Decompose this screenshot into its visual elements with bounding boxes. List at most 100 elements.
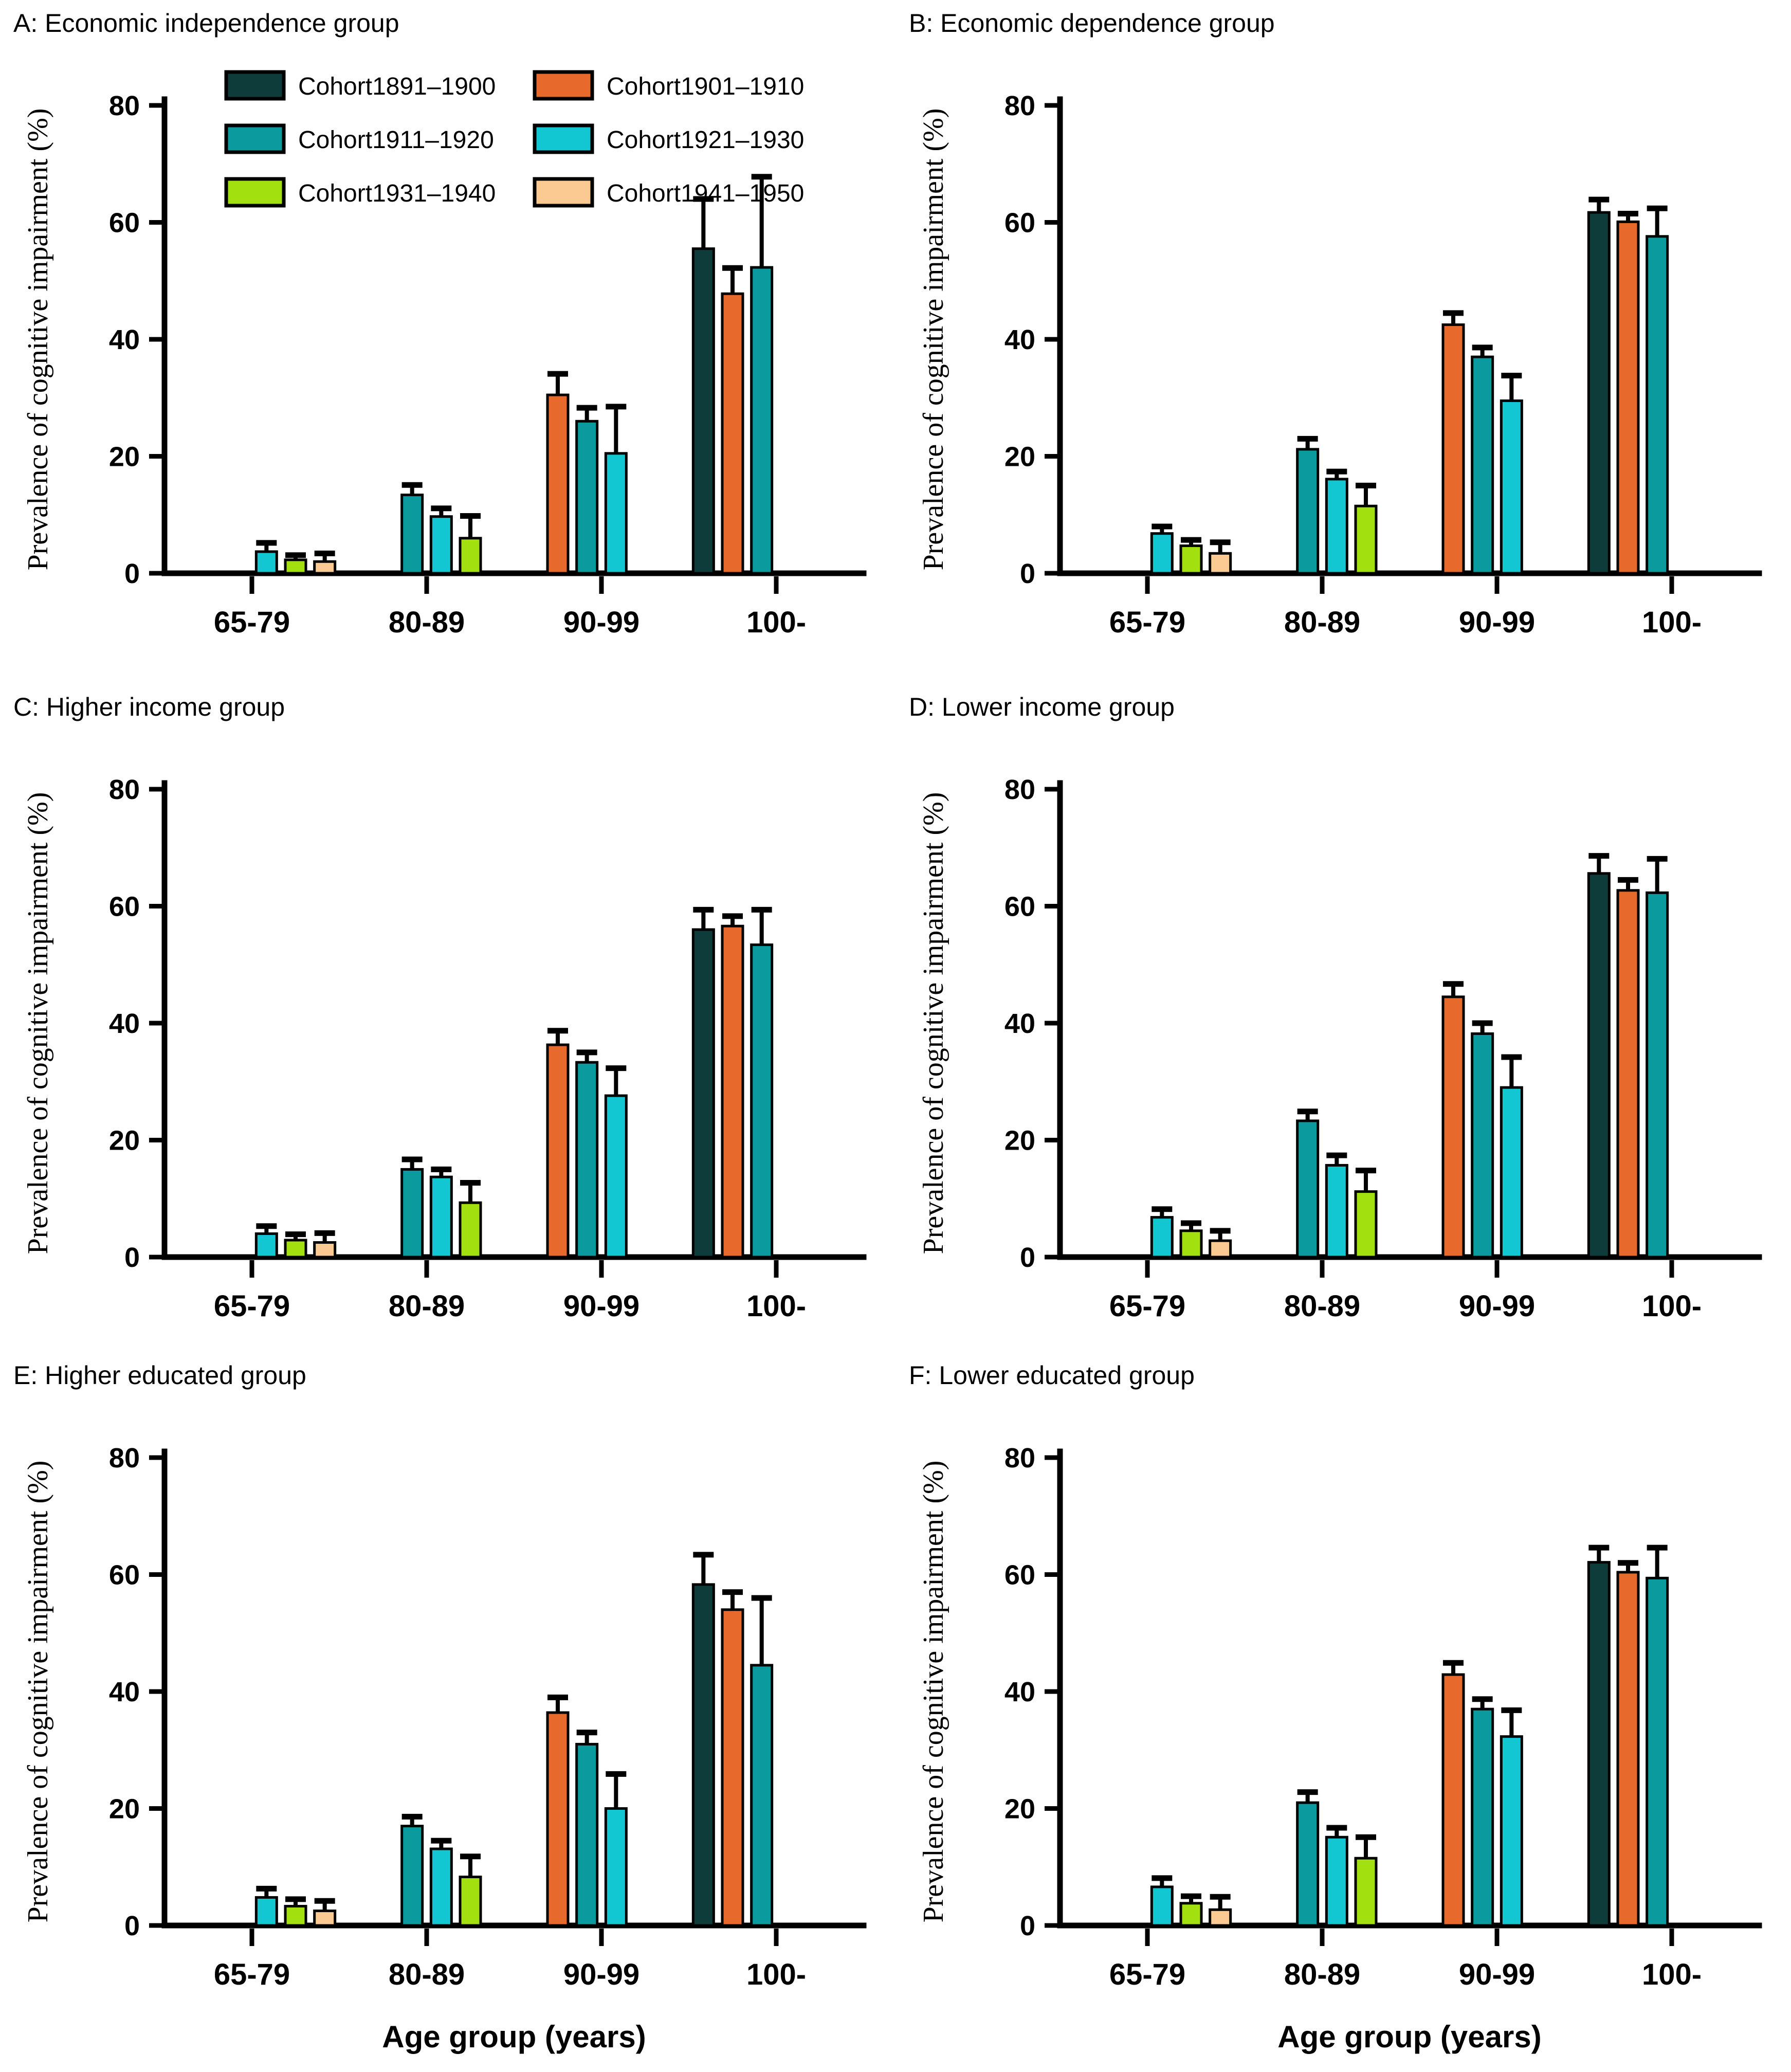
bar-cohort1901-1910 xyxy=(1441,323,1465,575)
bar-cohort1941-1950 xyxy=(313,560,337,575)
y-tick-label: 40 xyxy=(1004,324,1035,355)
bar-cohort1921-1930 xyxy=(1325,1835,1348,1927)
y-tick-label: 80 xyxy=(1004,1443,1035,1474)
bar-cohort1931-1940 xyxy=(1179,1229,1203,1259)
x-axis-label: Age group (years) xyxy=(1277,2020,1541,2054)
panel-a-chart: 0 20 40 60 80 Prevalence of cognitive impairm… xyxy=(22,70,867,639)
bar-cohort1911-1920 xyxy=(400,1168,424,1259)
bar-cohort1941-1950 xyxy=(1209,1908,1232,1927)
y-axis-label: Prevalence of cognitive impairment (%) xyxy=(918,792,949,1255)
bar-cohort1911-1920 xyxy=(750,943,774,1259)
x-tick-label: 80-89 xyxy=(389,1289,465,1323)
bar-cohort1931-1940 xyxy=(459,1876,482,1927)
x-tick-label: 65-79 xyxy=(1109,1958,1185,1991)
x-tick-label: 100- xyxy=(1642,606,1702,639)
panel-c-chart: 0 20 40 60 80 Prevalence of cognitive impairm… xyxy=(22,774,867,1323)
bar-cohort1941-1950 xyxy=(313,1910,337,1927)
x-tick-label: 100- xyxy=(746,606,806,639)
bar-cohort1901-1910 xyxy=(546,1043,570,1259)
panel-d: 0 20 40 60 80 Prevalence of cognitive impairm… xyxy=(896,684,1791,1352)
bar-cohort1931-1940 xyxy=(284,558,307,575)
bar-cohort1891-1900 xyxy=(1587,211,1611,575)
x-tick-label: 100- xyxy=(1642,1958,1702,1991)
bar-cohort1901-1910 xyxy=(1441,995,1465,1259)
y-tick-label: 40 xyxy=(1004,1008,1035,1039)
x-tick-label: 80-89 xyxy=(389,606,465,639)
bar-cohort1911-1920 xyxy=(1296,448,1320,575)
bar-cohort1921-1930 xyxy=(254,550,278,575)
y-tick-label: 0 xyxy=(124,1911,140,1941)
panel-e-chart: 0 20 40 60 80 Prevalence of cognitive impairm… xyxy=(22,1443,867,2054)
panel-c: 0 20 40 60 80 Prevalence of cognitive impairm… xyxy=(0,684,896,1352)
panel-d-title: D: Lower income group xyxy=(909,693,1175,721)
bar-cohort1921-1930 xyxy=(604,452,628,575)
y-tick-label: 80 xyxy=(109,774,140,805)
bar-cohort1921-1930 xyxy=(1325,478,1348,575)
bar-cohort1921-1930 xyxy=(429,1847,453,1927)
y-tick-label: 0 xyxy=(124,558,140,589)
bar-cohort1911-1920 xyxy=(750,1664,774,1927)
bar-cohort1891-1900 xyxy=(691,928,715,1259)
x-tick-label: 100- xyxy=(746,1289,806,1323)
panel-f-title: F: Lower educated group xyxy=(909,1361,1195,1390)
bar-cohort1901-1910 xyxy=(546,1711,570,1927)
x-tick-label: 80-89 xyxy=(1284,1958,1360,1991)
y-tick-label: 40 xyxy=(109,324,140,355)
bar-cohort1901-1910 xyxy=(1616,1571,1640,1927)
legend-label: Cohort1911–1920 xyxy=(298,126,494,154)
bar-cohort1891-1900 xyxy=(691,1583,715,1927)
panel-a: 0 20 40 60 80 Prevalence of cognitive impairm… xyxy=(0,0,896,684)
bar-cohort1931-1940 xyxy=(1354,504,1378,575)
panel-c-title: C: Higher income group xyxy=(13,693,285,721)
y-axis-label: Prevalence of cognitive impairment (%) xyxy=(22,792,54,1255)
bar-cohort1921-1930 xyxy=(1150,1885,1174,1927)
bar-cohort1921-1930 xyxy=(1150,532,1174,575)
bar-cohort1901-1910 xyxy=(721,292,744,575)
bar-cohort1901-1910 xyxy=(721,924,744,1259)
bar-cohort1941-1950 xyxy=(313,1241,337,1259)
panel-a-title: A: Economic independence group xyxy=(13,9,399,38)
panel-b: 0 20 40 60 80 Prevalence of cognitive impairm… xyxy=(896,0,1791,684)
legend-swatch-cohort1921-1930 xyxy=(533,123,594,154)
legend-swatch-cohort1931-1940 xyxy=(224,177,286,208)
panel-f: 0 20 40 60 80 Prevalence of cognitive impairm… xyxy=(896,1352,1791,2072)
legend-label: Cohort1921–1930 xyxy=(607,126,804,154)
y-tick-label: 20 xyxy=(1004,1125,1035,1156)
bar-cohort1931-1940 xyxy=(459,537,482,575)
x-tick-label: 80-89 xyxy=(1284,1289,1360,1323)
bar-cohort1901-1910 xyxy=(721,1608,744,1927)
bar-cohort1931-1940 xyxy=(1179,1902,1203,1927)
bar-cohort1921-1930 xyxy=(1150,1216,1174,1259)
bar-cohort1911-1920 xyxy=(400,1825,424,1927)
bar-cohort1921-1930 xyxy=(254,1896,278,1927)
bar-cohort1911-1920 xyxy=(1471,1707,1494,1927)
panel-d-chart: 0 20 40 60 80 Prevalence of cognitive impairm… xyxy=(918,774,1762,1323)
bar-cohort1911-1920 xyxy=(1296,1119,1320,1259)
y-tick-label: 40 xyxy=(1004,1677,1035,1707)
bar-cohort1901-1910 xyxy=(1441,1673,1465,1927)
bar-cohort1921-1930 xyxy=(1500,1735,1523,1927)
x-tick-label: 65-79 xyxy=(1109,606,1185,639)
y-tick-label: 80 xyxy=(1004,774,1035,805)
panel-e: 0 20 40 60 80 Prevalence of cognitive impairm… xyxy=(0,1352,896,2072)
x-tick-label: 65-79 xyxy=(214,1958,290,1991)
bar-cohort1891-1900 xyxy=(1587,1561,1611,1927)
y-tick-label: 20 xyxy=(1004,1794,1035,1825)
bar-cohort1931-1940 xyxy=(1179,544,1203,575)
bar-cohort1921-1930 xyxy=(1500,399,1523,575)
legend-label: Cohort1931–1940 xyxy=(298,180,496,207)
x-tick-label: 100- xyxy=(1642,1289,1702,1323)
x-tick-label: 65-79 xyxy=(214,1289,290,1323)
bar-cohort1911-1920 xyxy=(1646,235,1669,575)
x-tick-label: 90-99 xyxy=(563,1289,639,1323)
bar-cohort1911-1920 xyxy=(1296,1801,1320,1927)
x-axis-label: Age group (years) xyxy=(382,2020,646,2054)
y-tick-label: 60 xyxy=(109,892,140,922)
bar-cohort1931-1940 xyxy=(459,1201,482,1259)
y-tick-label: 60 xyxy=(109,208,140,239)
bar-cohort1921-1930 xyxy=(254,1232,278,1259)
legend-swatch-cohort1941-1950 xyxy=(533,177,594,208)
bar-cohort1911-1920 xyxy=(1471,1032,1494,1259)
y-tick-label: 60 xyxy=(1004,208,1035,239)
